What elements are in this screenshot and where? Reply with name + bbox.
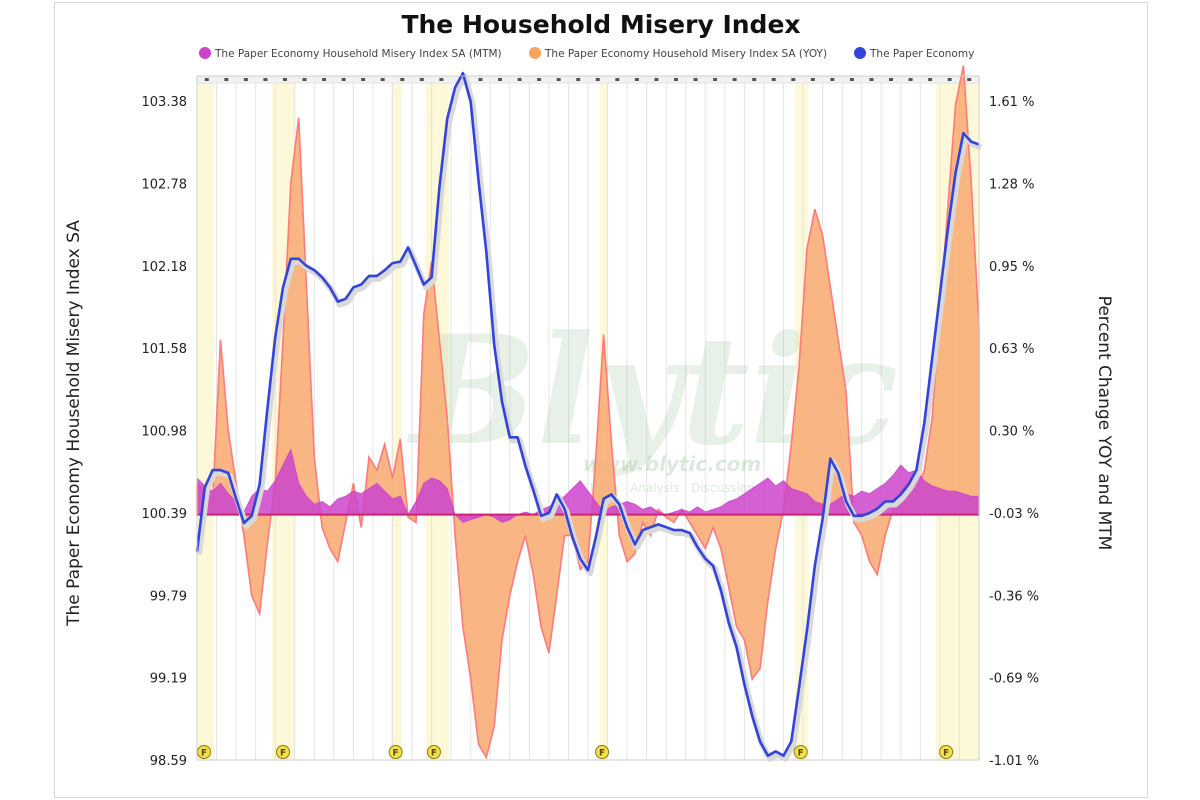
- event-marker-0: [197, 745, 212, 759]
- legend-label-1: The Paper Economy Household Misery Index…: [544, 48, 827, 60]
- top-strip-tick-3: [263, 78, 268, 81]
- y-left-tick-2: 102.18: [142, 260, 188, 275]
- top-strip-tick-37: [928, 78, 933, 81]
- top-strip-tick-25: [693, 78, 698, 81]
- top-strip-tick-7: [341, 78, 346, 81]
- top-strip-tick-14: [478, 78, 483, 81]
- y-right-tick-8: -1.01 %: [989, 754, 1039, 769]
- legend-swatch-1: [529, 47, 541, 59]
- top-strip-tick-2: [243, 78, 248, 81]
- y-axis-right-ticks: 1.61 % 1.28 % 0.95 % 0.63 % 0.30 % -0.03 % -0.…: [989, 95, 1039, 769]
- y-left-tick-8: 98.59: [150, 754, 187, 769]
- top-strip-tick-17: [537, 78, 542, 81]
- y-axis-right-title: Percent Change YOY and MTM: [1094, 296, 1114, 551]
- event-marker-label-2: F: [393, 749, 399, 759]
- top-strip-tick-26: [713, 78, 718, 81]
- y-right-tick-5: -0.03 %: [989, 507, 1039, 522]
- y-right-tick-0: 1.61 %: [989, 95, 1034, 110]
- legend-item-0[interactable]: The Paper Economy Household Misery Index…: [199, 47, 502, 60]
- top-strip-tick-30: [791, 78, 796, 81]
- y-left-tick-0: 103.38: [142, 95, 188, 110]
- plot-border: [196, 75, 980, 761]
- y-axis-left-ticks: 103.38 102.78 102.18 101.58 100.98 100.39 99.7…: [142, 95, 188, 769]
- top-strip-tick-11: [419, 78, 424, 81]
- top-strip-tick-6: [322, 78, 327, 81]
- y-left-tick-1: 102.78: [142, 177, 188, 192]
- y-right-tick-1: 1.28 %: [989, 177, 1034, 192]
- y-left-tick-3: 101.58: [142, 342, 188, 357]
- legend-swatch-2: [854, 47, 866, 59]
- top-strip-tick-35: [889, 78, 894, 81]
- y-left-tick-5: 100.39: [142, 507, 188, 522]
- shaded-band-2: [390, 76, 402, 760]
- top-strip-tick-9: [380, 78, 385, 81]
- event-marker-label-0: F: [201, 749, 207, 759]
- y-right-tick-2: 0.95 %: [989, 260, 1034, 275]
- top-strip-tick-34: [869, 78, 874, 81]
- legend-label-2: The Paper Economy: [869, 48, 974, 60]
- y-left-tick-6: 99.79: [150, 589, 187, 604]
- top-strip-tick-33: [849, 78, 854, 81]
- top-strip-tick-21: [615, 78, 620, 81]
- top-strip-tick-20: [595, 78, 600, 81]
- misery-index-chart: Blytic www.blytic.com Data · Analysis · …: [64, 10, 1114, 769]
- y-right-tick-6: -0.36 %: [989, 589, 1039, 604]
- mtm-area: [196, 448, 980, 523]
- event-marker-label-4: F: [599, 749, 605, 759]
- top-strip-tick-39: [967, 78, 972, 81]
- event-marker-label-6: F: [943, 749, 949, 759]
- top-strip-tick-16: [517, 78, 522, 81]
- shaded-band-0: [197, 76, 215, 760]
- chart-title: The Household Misery Index: [401, 10, 800, 39]
- series-paper-economy: [195, 71, 983, 762]
- event-marker-label-3: F: [431, 749, 437, 759]
- y-left-tick-4: 100.98: [142, 425, 188, 440]
- top-strip-tick-10: [400, 78, 405, 81]
- top-strip-tick-22: [634, 78, 639, 81]
- y-right-tick-4: 0.30 %: [989, 425, 1034, 440]
- event-marker-1: [276, 745, 291, 759]
- chart-frame: Blytic www.blytic.com Data · Analysis · …: [54, 2, 1148, 798]
- legend-item-1[interactable]: The Paper Economy Household Misery Index…: [529, 47, 827, 60]
- legend[interactable]: The Paper Economy Household Misery Index…: [199, 47, 974, 60]
- y-right-tick-7: -0.69 %: [989, 672, 1039, 687]
- top-strip-tick-32: [830, 78, 835, 81]
- event-marker-4: [595, 745, 610, 759]
- top-strip-tick-29: [771, 78, 776, 81]
- top-strip-tick-38: [947, 78, 952, 81]
- y-right-tick-3: 0.63 %: [989, 342, 1034, 357]
- top-strip-tick-23: [654, 78, 659, 81]
- event-marker-3: [426, 745, 441, 759]
- watermark-tagline: Data · Analysis · Discussion: [590, 481, 755, 495]
- top-period-strip: [196, 75, 980, 84]
- top-strip-tick-15: [498, 78, 503, 81]
- top-strip-tick-28: [752, 78, 757, 81]
- y-left-tick-7: 99.19: [150, 672, 187, 687]
- legend-item-2[interactable]: The Paper Economy: [854, 47, 974, 60]
- top-strip-tick-31: [810, 78, 815, 81]
- top-strip-bg: [196, 75, 980, 84]
- top-strip-tick-12: [439, 78, 444, 81]
- event-marker-2: [388, 745, 403, 759]
- top-strip-tick-5: [302, 78, 307, 81]
- top-strip-tick-4: [282, 78, 287, 81]
- event-marker-5: [793, 745, 808, 759]
- top-strip-tick-18: [556, 78, 561, 81]
- top-strip-tick-1: [224, 78, 229, 81]
- top-strip-tick-8: [361, 78, 366, 81]
- top-strip-tick-36: [908, 78, 913, 81]
- event-marker-6: [939, 745, 954, 759]
- legend-label-0: The Paper Economy Household Misery Index…: [214, 48, 502, 60]
- top-strip-tick-19: [576, 78, 581, 81]
- series-mtm: [196, 448, 980, 523]
- legend-swatch-0: [199, 47, 211, 59]
- event-marker-label-1: F: [280, 749, 286, 759]
- top-strip-tick-0: [204, 78, 209, 81]
- event-marker-label-5: F: [798, 749, 804, 759]
- top-strip-tick-27: [732, 78, 737, 81]
- paper-economy-line: [195, 71, 980, 757]
- top-strip-tick-24: [673, 78, 678, 81]
- y-axis-left-title: The Paper Economy Household Misery Index…: [64, 220, 84, 627]
